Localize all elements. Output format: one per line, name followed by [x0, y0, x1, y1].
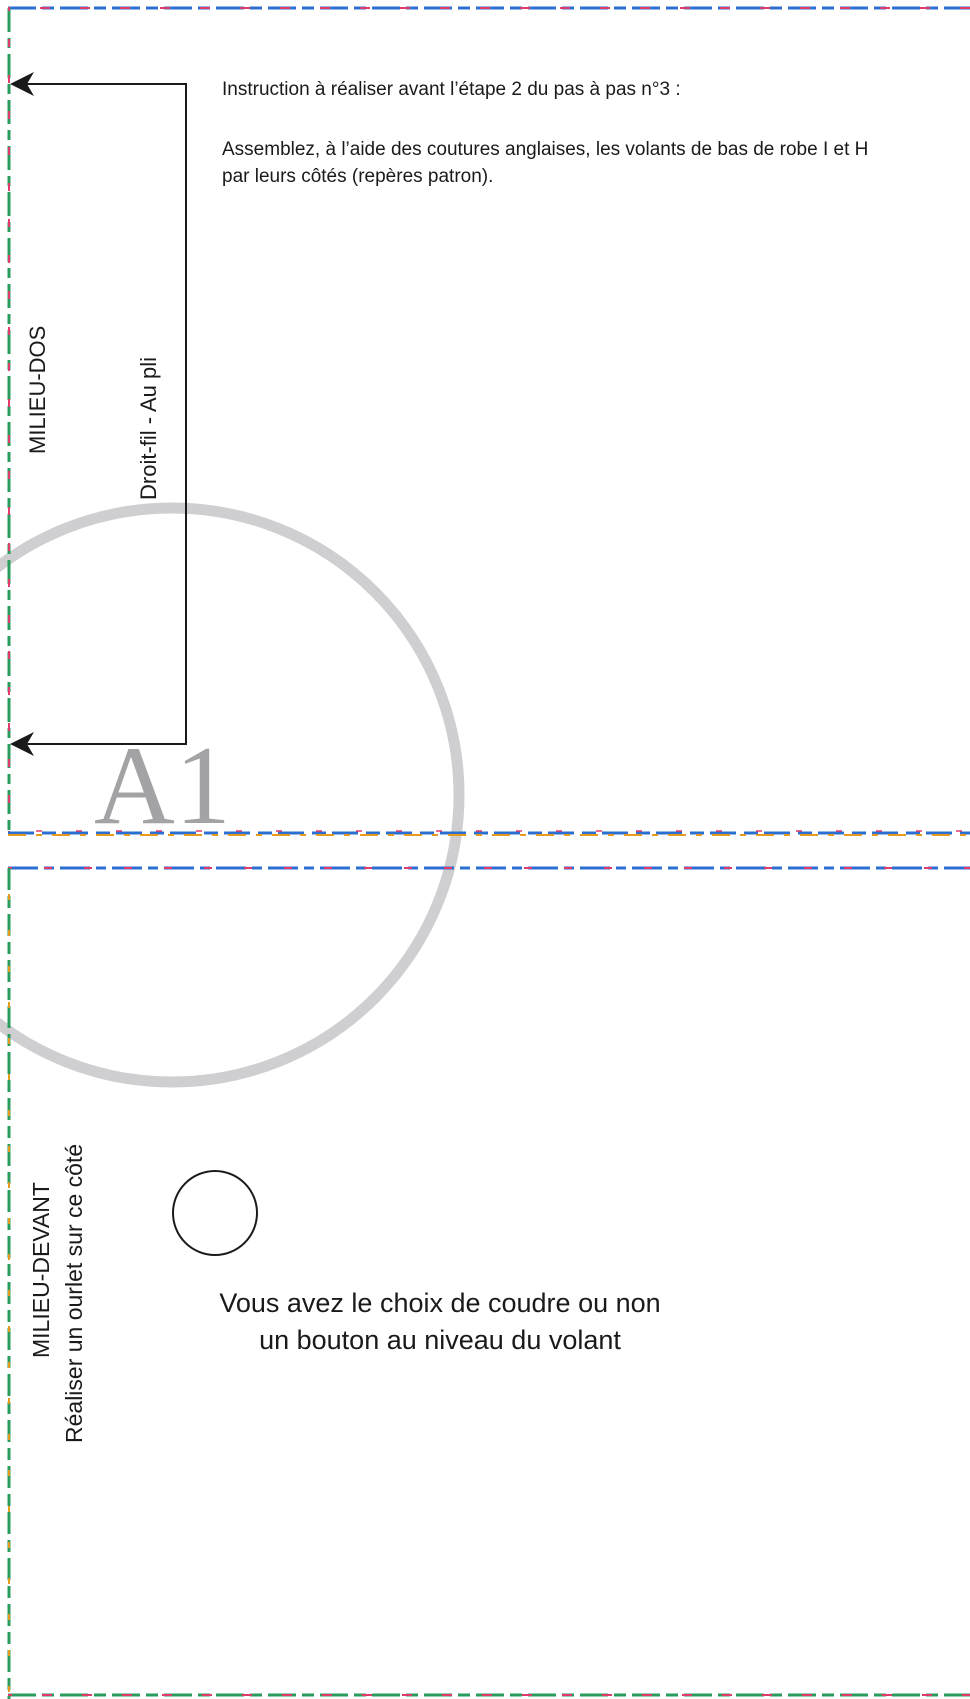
arrow-left-icon: [10, 72, 34, 96]
button-circle-icon: [172, 1170, 258, 1256]
center-back-label: MILIEU-DOS: [25, 325, 50, 454]
bottom-panel-border: [7, 866, 970, 1699]
instruction-title: Instruction à réaliser avant l’étape 2 d…: [222, 79, 681, 100]
piece-label: A1: [94, 724, 231, 848]
arrow-left-icon: [10, 732, 34, 756]
center-front-label: MILIEU-DEVANT: [28, 1182, 54, 1358]
button-note-line-1: Vous avez le choix de coudre ou non: [219, 1288, 661, 1318]
grain-line-bracket: [10, 72, 187, 756]
grain-line-label: Droit-fil - Au pli: [136, 356, 161, 500]
top-panel-border: [7, 6, 970, 836]
guide-circle: [0, 502, 465, 1088]
instruction-body: Assemblez, à l’aide des coutures anglais…: [222, 139, 869, 187]
hem-label: Réaliser un ourlet sur ce côté: [61, 1143, 87, 1443]
button-note-line-2: un bouton au niveau du volant: [259, 1325, 621, 1355]
button-note: Vous avez le choix de coudre ou non un b…: [190, 1285, 690, 1359]
